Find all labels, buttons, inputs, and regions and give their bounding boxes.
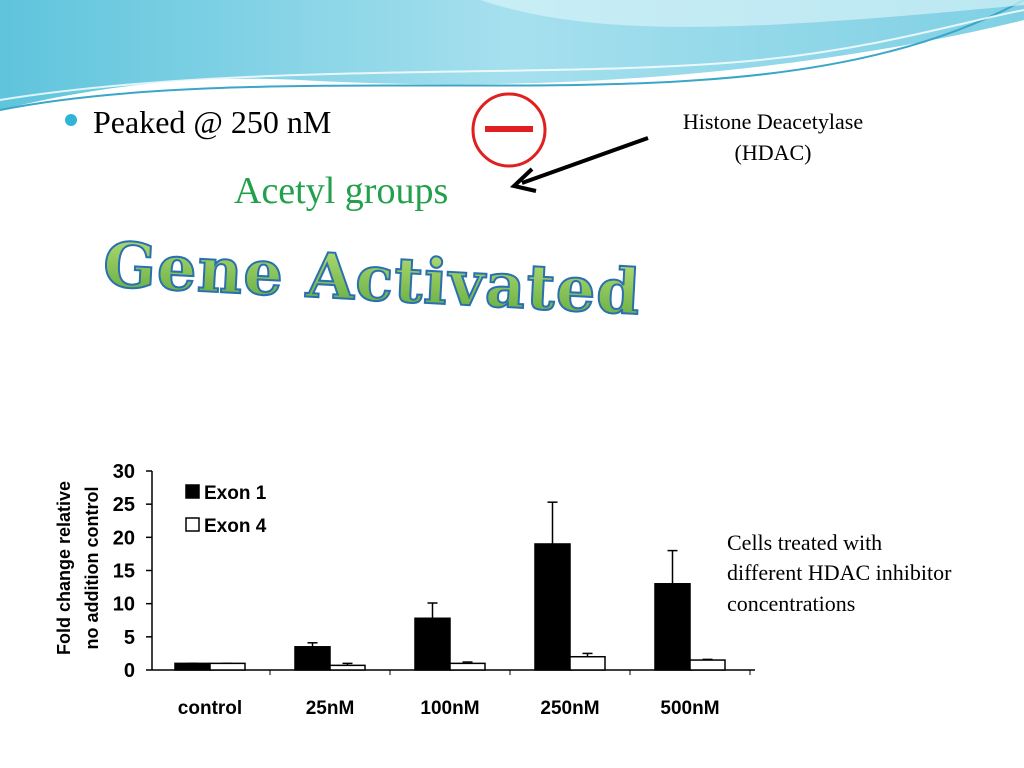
caption: Cells treated with [727, 530, 882, 555]
x-tick-label: control [178, 698, 242, 719]
bullet-text: Peaked @ 250 nM [93, 104, 331, 140]
bar [209, 662, 246, 671]
bar [174, 662, 211, 671]
bar [414, 617, 451, 671]
y-tick-label: 25 [113, 494, 135, 516]
headline: Gene Activated [101, 228, 642, 329]
legend-swatch [185, 484, 200, 499]
y-axis-title: Fold change relative [54, 481, 74, 655]
y-tick-label: 15 [113, 561, 135, 583]
bar [689, 659, 726, 671]
hdac-label: (HDAC) [735, 140, 812, 165]
y-tick-label: 0 [124, 660, 135, 682]
header-wave [0, 0, 1024, 111]
legend-label: Exon 4 [204, 516, 267, 537]
chart: 0 5 10 15 20 25 30 Fold change relative no addit… [54, 461, 755, 719]
y-axis-title: no addition control [82, 487, 102, 650]
bar [534, 543, 571, 671]
legend-label: Exon 1 [204, 483, 267, 504]
bar [329, 664, 366, 671]
arrow [509, 136, 649, 193]
hdac-label: Histone Deacetylase [683, 109, 863, 134]
inhibit-symbol [471, 92, 547, 168]
bullet-dot [65, 114, 77, 126]
acetyl-label: Acetyl groups [234, 170, 448, 212]
caption: different HDAC inhibitor [727, 560, 952, 585]
x-tick-label: 250nM [540, 698, 599, 719]
bar [294, 646, 331, 671]
y-tick-label: 30 [113, 461, 135, 483]
y-tick-label: 10 [113, 594, 135, 616]
bar [654, 583, 691, 671]
x-tick-label: 25nM [306, 698, 355, 719]
caption: concentrations [727, 591, 855, 616]
legend-swatch [185, 517, 200, 532]
y-tick-label: 20 [113, 527, 135, 549]
x-tick-label: 500nM [660, 698, 719, 719]
y-tick-label: 5 [124, 627, 135, 649]
bar [569, 655, 606, 671]
x-tick-label: 100nM [420, 698, 479, 719]
bar [449, 662, 486, 671]
